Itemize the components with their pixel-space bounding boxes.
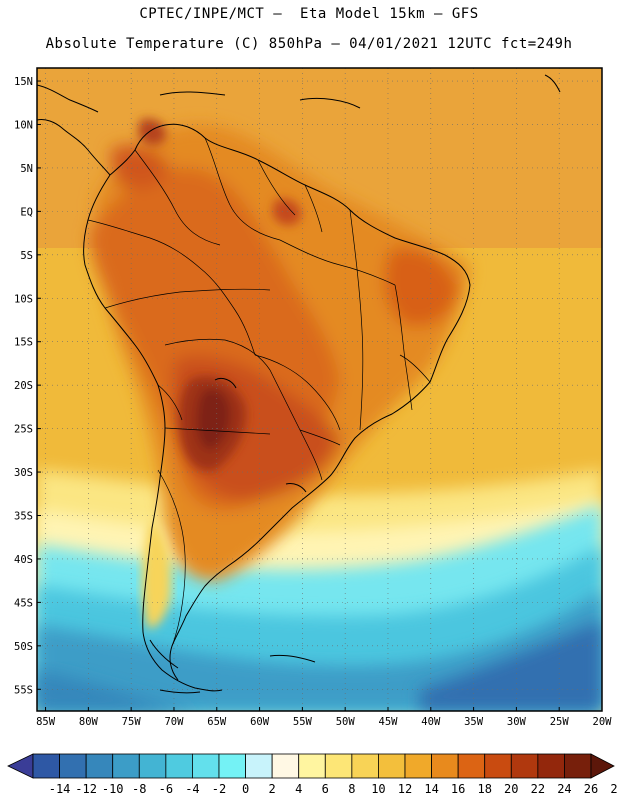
- lat-label: 40S: [14, 554, 33, 566]
- colorbar-tick-label: 8: [348, 782, 355, 796]
- lon-label: 40W: [421, 716, 441, 728]
- colorbar-tick-label: 14: [424, 782, 438, 796]
- title-line-1: CPTEC/INPE/MCT – Eta Model 15km – GFS: [139, 6, 479, 22]
- lon-label: 75W: [122, 716, 142, 728]
- colorbar-box: [378, 753, 406, 779]
- colorbar-tick-label: -8: [132, 782, 146, 796]
- colorbar-box: [324, 753, 353, 779]
- colorbar-tick-label: 26: [584, 782, 598, 796]
- lat-label: 15N: [14, 76, 33, 88]
- colorbar-tick-label: 2: [269, 782, 276, 796]
- map-frame: [36, 67, 603, 712]
- colorbar-tick-label: -14: [49, 782, 71, 796]
- colorbar-box: [484, 753, 512, 779]
- lat-label: 20S: [14, 380, 33, 392]
- lat-label: 30S: [14, 467, 33, 479]
- colorbar-box: [112, 753, 140, 779]
- colorbar-box: [218, 753, 246, 779]
- colorbar-tick-label: -4: [185, 782, 199, 796]
- lon-label: 30W: [507, 716, 527, 728]
- colorbar-box: [85, 753, 114, 779]
- colorbar-tick-label: 0: [242, 782, 249, 796]
- colorbar-tick-label: 6: [322, 782, 329, 796]
- colorbar-box: [564, 753, 592, 779]
- colorbar-tick-label: 16: [451, 782, 465, 796]
- lon-label: 65W: [207, 716, 227, 728]
- lat-label: 15S: [14, 337, 33, 349]
- colorbar-tick-label: 20: [504, 782, 518, 796]
- lon-label: 20W: [593, 716, 613, 728]
- colorbar-box: [245, 753, 273, 779]
- colorbar-box: [59, 753, 87, 779]
- colorbar-box: [138, 753, 167, 779]
- colorbar-box: [404, 753, 432, 779]
- colorbar-box: [165, 753, 193, 779]
- colorbar-tick-label: -12: [75, 782, 97, 796]
- lat-label: 5N: [20, 163, 33, 175]
- lat-label: 35S: [14, 510, 33, 522]
- lon-label: 70W: [164, 716, 184, 728]
- lat-label: 45S: [14, 597, 33, 609]
- colorbar-box: [298, 753, 326, 779]
- lon-label: 50W: [336, 716, 356, 728]
- colorbar-low-arrow: [7, 753, 34, 779]
- lat-label: 10S: [14, 293, 33, 305]
- colorbar-tick-label: 18: [477, 782, 491, 796]
- latitude-labels: 15N 10N 5N EQ 5S 10S 15S 20S 25S 30S 35S 40S 45S 50S 5…: [14, 76, 33, 696]
- lon-label: 85W: [36, 716, 56, 728]
- lon-label: 45W: [379, 716, 399, 728]
- lat-label: 5S: [20, 250, 33, 262]
- lon-label: 25W: [550, 716, 570, 728]
- colorbar-tick-label: -2: [212, 782, 226, 796]
- colorbar-high-arrow: [590, 753, 615, 779]
- colorbar-tick-label: 12: [398, 782, 412, 796]
- colorbar: -14 -12 -10 -8 -6 -4 -2 0 2 4 6 8 10 12 14 16 18 20 22 24 26…: [7, 753, 618, 796]
- colorbar-tick-label: 22: [531, 782, 545, 796]
- colorbar-tick-label: 24: [557, 782, 571, 796]
- colorbar-box: [32, 753, 60, 779]
- lon-label: 60W: [250, 716, 270, 728]
- colorbar-tick-label: -6: [159, 782, 173, 796]
- lat-label: 55S: [14, 684, 33, 696]
- lat-label: EQ: [20, 206, 33, 218]
- colorbar-box: [457, 753, 486, 779]
- colorbar-tick-label: 10: [371, 782, 385, 796]
- colorbar-box: [537, 753, 565, 779]
- coastlines: [37, 74, 561, 694]
- colorbar-tick-label: -10: [102, 782, 124, 796]
- colorbar-box: [192, 753, 220, 779]
- lat-label: 10N: [14, 119, 33, 131]
- longitude-labels: 85W 80W 75W 70W 65W 60W 55W 50W 45W 40W 35W 30W 25W 2…: [36, 716, 612, 728]
- colorbar-box: [431, 753, 459, 779]
- colorbar-box: [351, 753, 379, 779]
- lon-label: 80W: [79, 716, 99, 728]
- lon-label: 55W: [293, 716, 313, 728]
- colorbar-box: [510, 753, 539, 779]
- colorbar-tick-label: 28: [610, 782, 618, 796]
- title-line-2: Absolute Temperature (C) 850hPa – 04/01/…: [45, 36, 573, 52]
- lat-label: 50S: [14, 641, 33, 653]
- country-borders: [87, 137, 431, 647]
- lon-label: 35W: [464, 716, 484, 728]
- lat-label: 25S: [14, 424, 33, 436]
- colorbar-tick-label: 4: [295, 782, 302, 796]
- colorbar-box: [271, 753, 300, 779]
